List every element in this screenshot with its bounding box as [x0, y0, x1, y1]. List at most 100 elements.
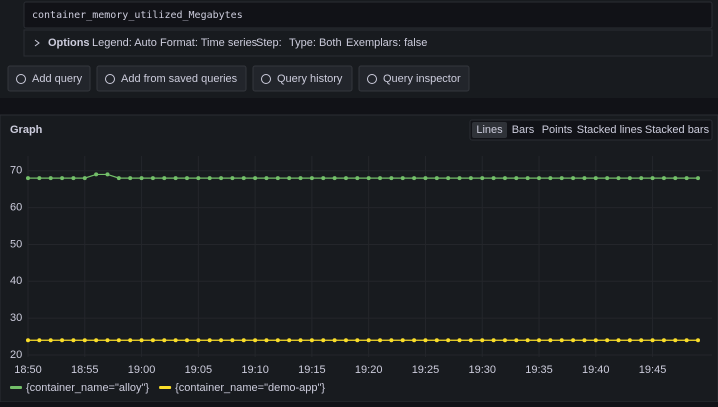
x-tick-label: 19:20 [355, 364, 383, 376]
point [696, 338, 700, 343]
point [378, 176, 383, 181]
point [627, 338, 632, 343]
view-mode-group [469, 119, 713, 141]
point [128, 338, 133, 343]
point [548, 338, 553, 343]
point [71, 338, 76, 343]
point [196, 338, 201, 343]
point [298, 176, 303, 181]
options-row[interactable] [23, 29, 713, 57]
point [150, 176, 155, 181]
legend-label[interactable]: {container_name="alloy"} [26, 382, 149, 394]
point [627, 176, 632, 181]
point [661, 176, 666, 181]
point [298, 338, 303, 343]
button[interactable] [358, 65, 470, 92]
point [309, 176, 314, 181]
point [287, 338, 292, 343]
point [275, 176, 280, 181]
point [253, 176, 258, 181]
y-tick-label: 70 [10, 165, 22, 177]
chevron [34, 39, 40, 47]
point [548, 176, 553, 181]
legend-label[interactable]: {container_name="demo-app"} [175, 382, 325, 394]
button-icon [16, 74, 26, 84]
point [26, 176, 30, 181]
button[interactable] [96, 65, 247, 92]
point [434, 338, 439, 343]
point [60, 176, 65, 181]
point [37, 338, 42, 343]
point [502, 338, 507, 343]
y-tick-label: 50 [10, 238, 22, 250]
x-tick-label: 19:35 [525, 364, 553, 376]
graph-panel [0, 114, 718, 403]
point [287, 176, 292, 181]
view-mode[interactable]: Points [542, 124, 573, 136]
button[interactable] [252, 65, 353, 92]
point [559, 176, 564, 181]
query-editor[interactable] [23, 1, 713, 29]
view-mode[interactable]: Stacked lines [577, 124, 643, 136]
point [468, 338, 473, 343]
button[interactable] [7, 65, 91, 92]
point [593, 338, 598, 343]
point [196, 176, 201, 181]
button-label: Query inspector [383, 73, 461, 85]
point [241, 176, 246, 181]
point [480, 338, 485, 343]
point [582, 338, 587, 343]
button-icon [261, 74, 271, 84]
point [639, 176, 644, 181]
legend-swatch [10, 386, 22, 389]
point [82, 338, 87, 343]
button-icon [367, 74, 377, 84]
point [332, 176, 337, 181]
point [94, 172, 99, 177]
point [616, 176, 621, 181]
point [525, 338, 530, 343]
point [423, 176, 428, 181]
point [639, 338, 644, 343]
option: Exemplars: false [346, 37, 427, 49]
point [150, 338, 155, 343]
point [275, 338, 280, 343]
point [355, 338, 360, 343]
point [82, 176, 87, 181]
point [253, 338, 258, 343]
point [173, 338, 178, 343]
button-icon [105, 74, 115, 84]
view-mode[interactable]: Lines [476, 124, 503, 136]
point [207, 176, 212, 181]
option: Step: [256, 37, 282, 49]
point [230, 176, 235, 181]
point [184, 338, 189, 343]
point [366, 176, 371, 181]
x-tick-label: 19:45 [639, 364, 667, 376]
point [457, 176, 462, 181]
point [139, 338, 144, 343]
point [491, 176, 496, 181]
point [571, 338, 576, 343]
button-label: Add query [32, 73, 83, 85]
point [105, 338, 110, 343]
point [321, 338, 326, 343]
point [616, 338, 621, 343]
point [162, 176, 167, 181]
point [468, 176, 473, 181]
y-tick-label: 30 [10, 312, 22, 324]
view-mode[interactable]: Stacked bars [645, 124, 710, 136]
point [525, 176, 530, 181]
view-mode[interactable]: Bars [512, 124, 535, 136]
point [105, 172, 110, 177]
point [321, 176, 326, 181]
point [343, 338, 348, 343]
point [537, 176, 542, 181]
point [332, 338, 337, 343]
point [661, 338, 666, 343]
point [71, 176, 76, 181]
point [673, 338, 678, 343]
point [650, 176, 655, 181]
point [650, 338, 655, 343]
